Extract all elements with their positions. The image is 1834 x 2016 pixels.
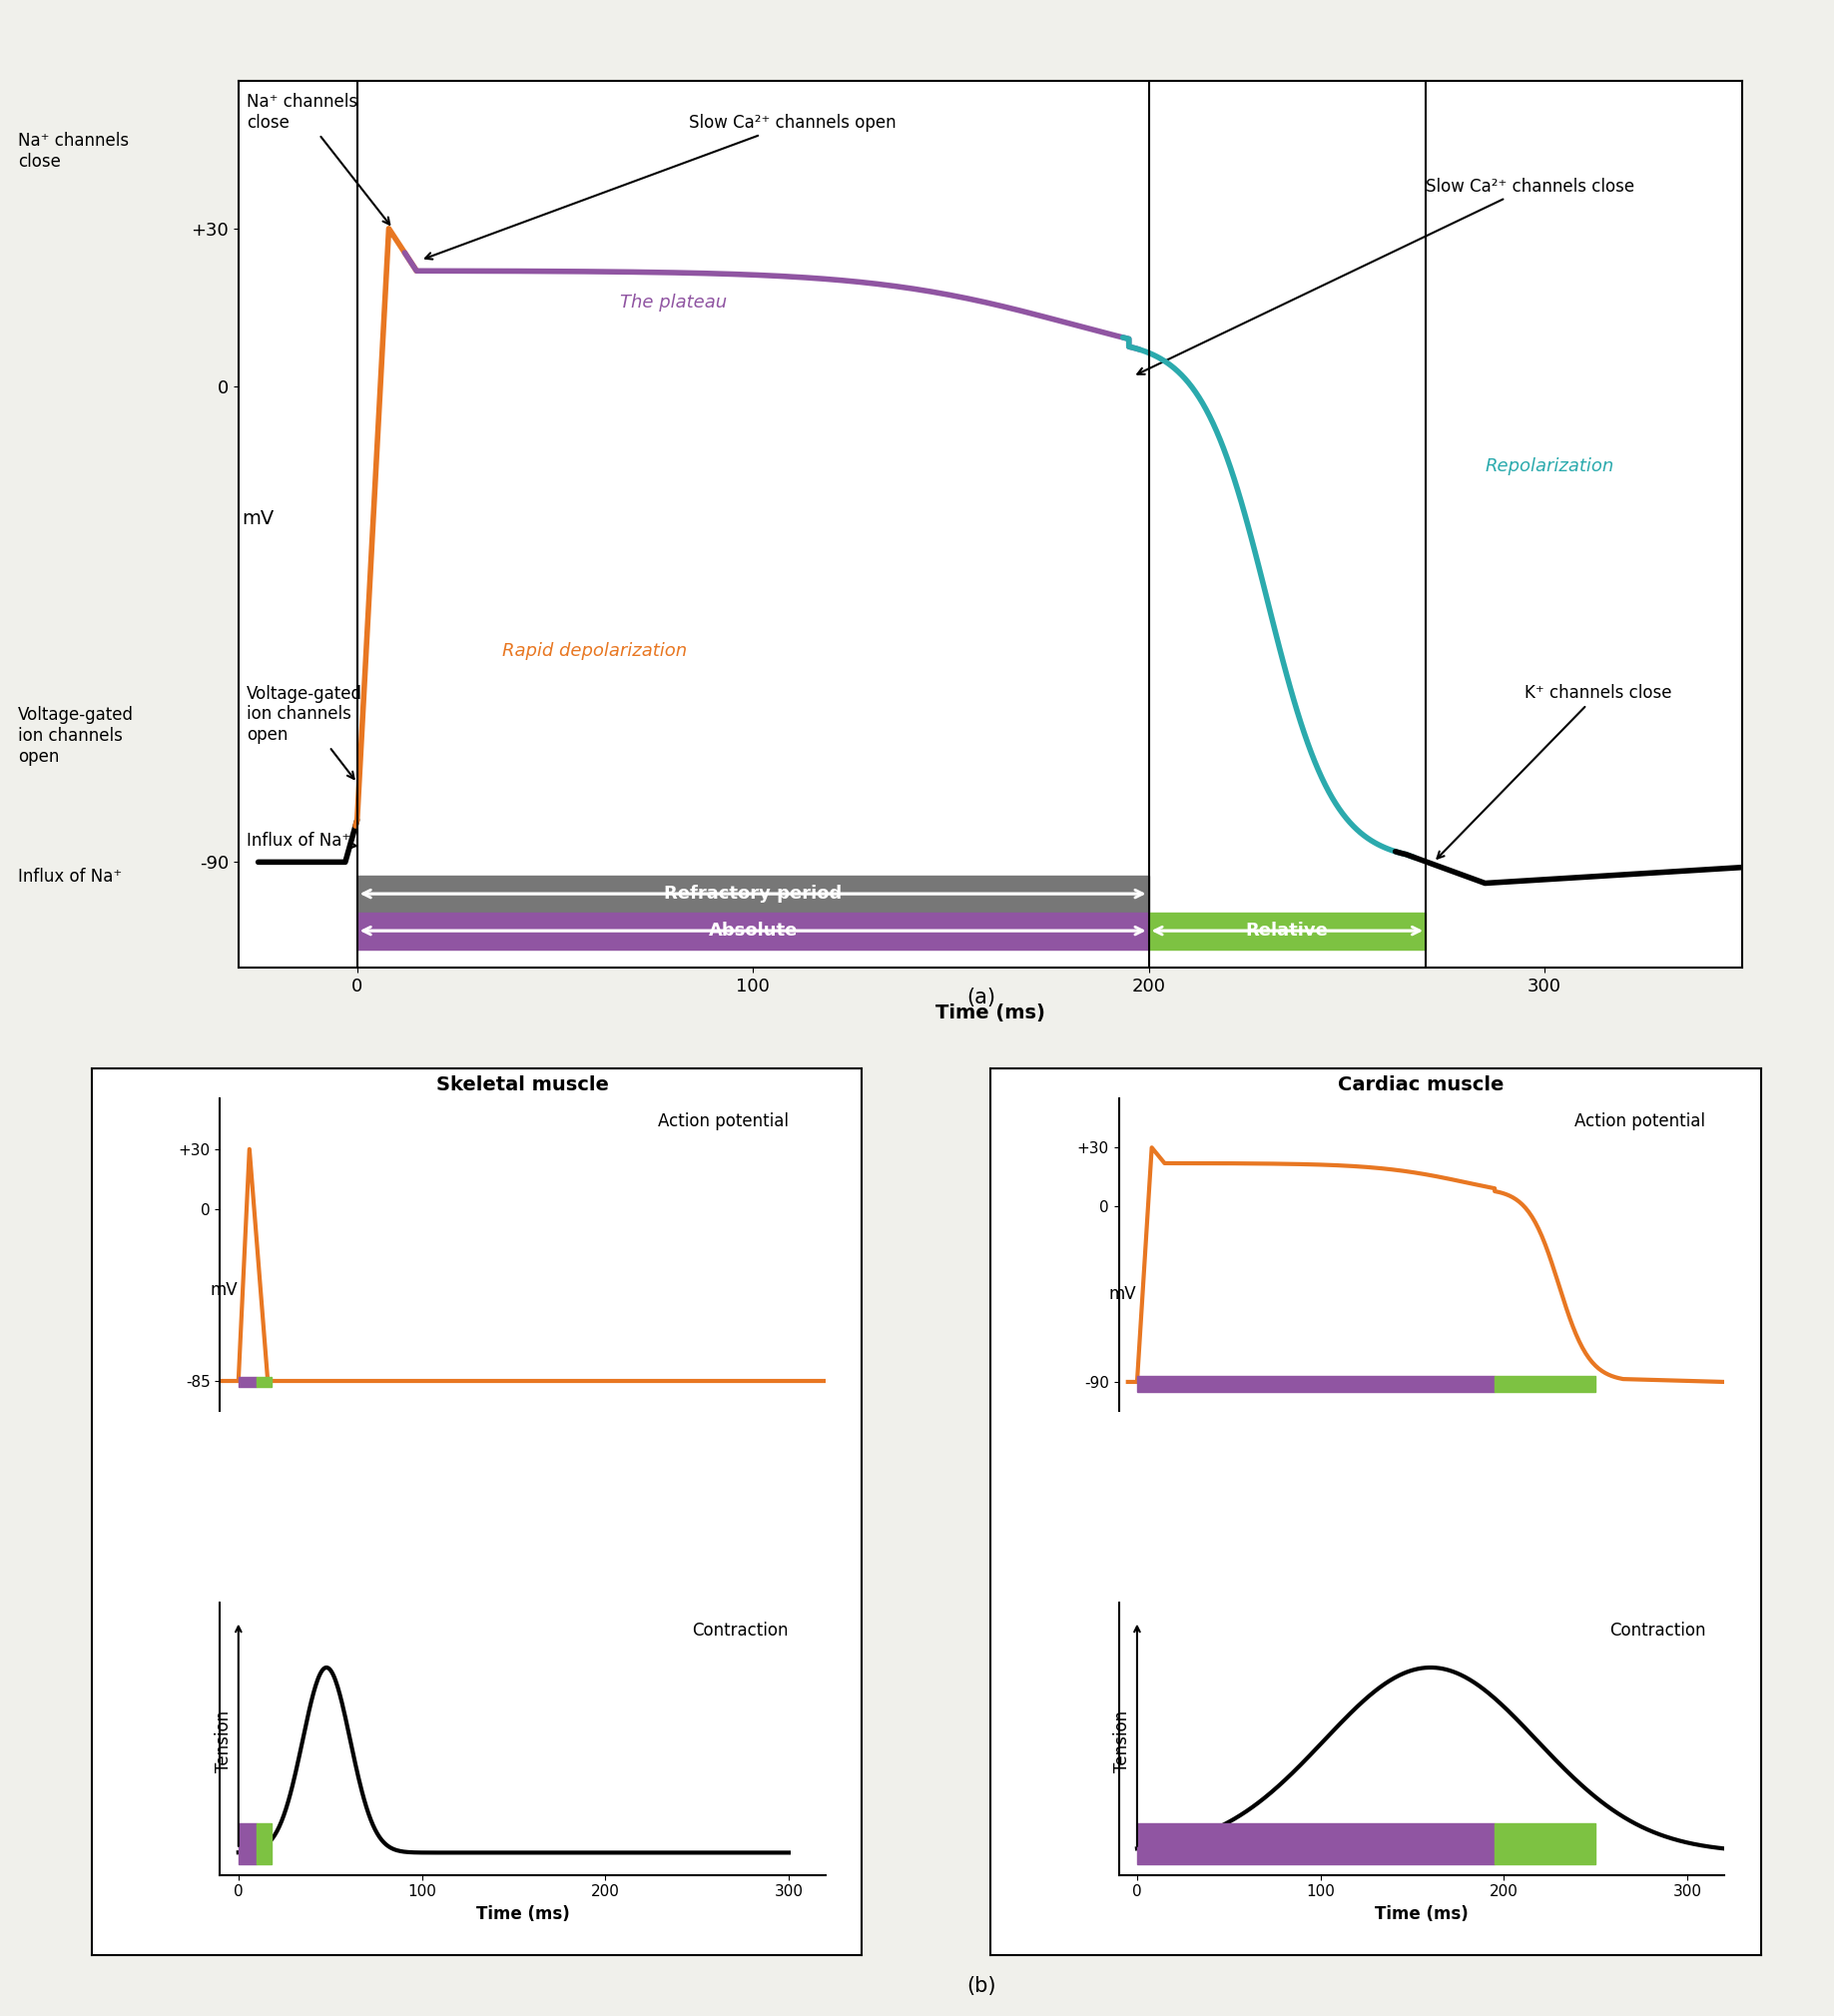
Bar	[358, 911, 1148, 950]
Text: Repolarization: Repolarization	[1486, 458, 1614, 476]
Bar	[257, 1822, 271, 1863]
Bar	[1495, 1377, 1596, 1391]
Title: Skeletal muscle: Skeletal muscle	[436, 1075, 609, 1095]
Text: mV: mV	[209, 1282, 238, 1298]
Text: Absolute: Absolute	[708, 921, 798, 939]
Title: Cardiac muscle: Cardiac muscle	[1339, 1075, 1504, 1095]
Text: Relative: Relative	[1245, 921, 1328, 939]
Text: Tension: Tension	[215, 1710, 233, 1772]
Bar	[238, 1377, 257, 1387]
Text: Na⁺ channels
close: Na⁺ channels close	[246, 93, 389, 224]
Bar	[1148, 911, 1425, 950]
Text: Influx of Na⁺: Influx of Na⁺	[18, 869, 123, 885]
Text: Influx of Na⁺: Influx of Na⁺	[246, 833, 356, 851]
Text: K⁺ channels close: K⁺ channels close	[1438, 683, 1673, 859]
Text: Rapid depolarization: Rapid depolarization	[503, 641, 688, 659]
Text: The plateau: The plateau	[620, 294, 728, 310]
Text: (b): (b)	[967, 1976, 996, 1996]
Bar	[1137, 1377, 1495, 1391]
Text: Contraction: Contraction	[1608, 1621, 1706, 1639]
Text: (a): (a)	[967, 988, 996, 1008]
Bar	[358, 875, 1148, 911]
Text: Slow Ca²⁺ channels close: Slow Ca²⁺ channels close	[1137, 177, 1634, 375]
X-axis label: Time (ms): Time (ms)	[1374, 1905, 1469, 1923]
Text: Refractory period: Refractory period	[664, 885, 842, 903]
X-axis label: Time (ms): Time (ms)	[935, 1004, 1045, 1022]
Text: Na⁺ channels
close: Na⁺ channels close	[18, 131, 128, 171]
Text: Action potential: Action potential	[658, 1113, 789, 1131]
Text: Tension: Tension	[1113, 1710, 1132, 1772]
Text: Slow Ca²⁺ channels open: Slow Ca²⁺ channels open	[425, 113, 897, 260]
Bar	[257, 1377, 271, 1387]
Text: Voltage-gated
ion channels
open: Voltage-gated ion channels open	[246, 685, 361, 778]
Text: Voltage-gated
ion channels
open: Voltage-gated ion channels open	[18, 706, 134, 766]
Text: mV: mV	[242, 510, 275, 528]
Text: mV: mV	[1108, 1284, 1137, 1302]
Text: Contraction: Contraction	[691, 1621, 789, 1639]
Bar	[238, 1822, 257, 1863]
Bar	[1137, 1822, 1495, 1863]
X-axis label: Time (ms): Time (ms)	[475, 1905, 570, 1923]
Bar	[1495, 1822, 1596, 1863]
Text: Action potential: Action potential	[1575, 1113, 1706, 1131]
